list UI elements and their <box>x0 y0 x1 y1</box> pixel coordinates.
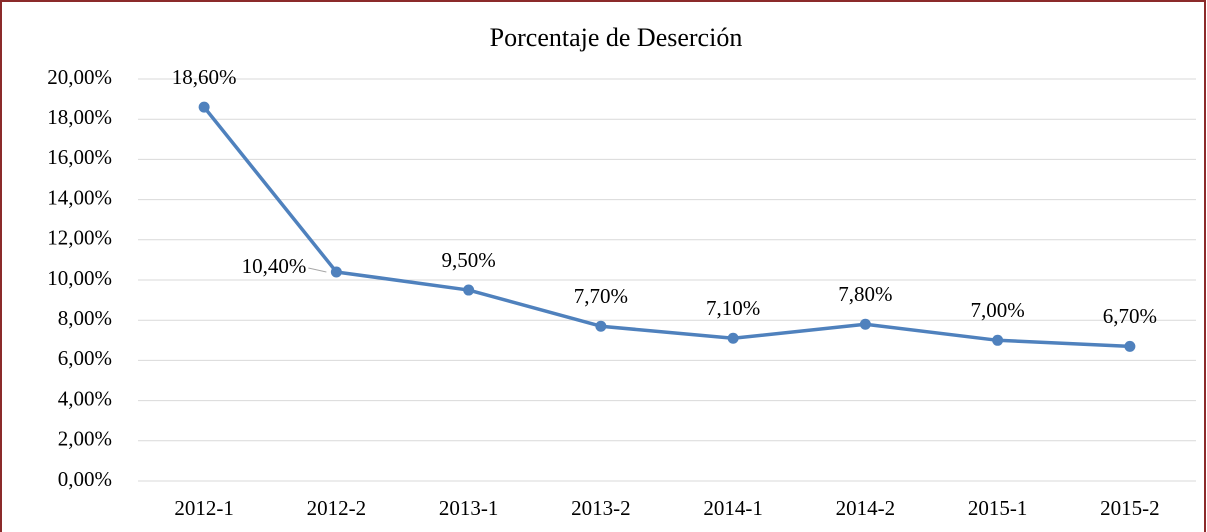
x-tick-label: 2014-1 <box>703 496 763 520</box>
data-line <box>202 106 1130 349</box>
data-point <box>1124 340 1136 352</box>
data-label: 18,60% <box>172 65 237 89</box>
data-point <box>992 334 1004 346</box>
data-label: 6,70% <box>1103 304 1157 328</box>
y-tick-label: 4,00% <box>58 386 112 410</box>
y-tick-label: 12,00% <box>47 226 112 250</box>
y-tick-label: 0,00% <box>58 467 112 491</box>
data-point <box>595 320 607 332</box>
leader-line <box>308 267 327 273</box>
x-tick-label: 2012-2 <box>307 496 367 520</box>
data-label: 7,70% <box>574 284 628 308</box>
data-label: 10,40% <box>242 254 307 278</box>
y-tick-label: 10,00% <box>47 266 112 290</box>
y-tick-label: 8,00% <box>58 306 112 330</box>
data-label: 7,80% <box>838 282 892 306</box>
chart-title: Porcentaje de Deserción <box>490 23 743 52</box>
data-point <box>330 266 342 278</box>
y-tick-label: 16,00% <box>47 145 112 169</box>
data-point <box>463 284 475 296</box>
data-point <box>198 101 210 113</box>
data-label: 7,00% <box>971 298 1025 322</box>
x-tick-label: 2013-2 <box>571 496 631 520</box>
data-label: 7,10% <box>706 296 760 320</box>
data-point <box>727 332 739 344</box>
x-tick-label: 2015-1 <box>968 496 1028 520</box>
y-tick-label: 6,00% <box>58 346 112 370</box>
y-tick-label: 18,00% <box>47 105 112 129</box>
x-tick-label: 2013-1 <box>439 496 499 520</box>
y-tick-label: 2,00% <box>58 427 112 451</box>
x-tick-label: 2015-2 <box>1100 496 1160 520</box>
y-tick-label: 14,00% <box>47 185 112 209</box>
data-point <box>859 318 871 330</box>
x-tick-label: 2012-1 <box>174 496 234 520</box>
data-label: 9,50% <box>442 248 496 272</box>
y-tick-label: 20,00% <box>47 65 112 89</box>
x-tick-label: 2014-2 <box>836 496 896 520</box>
